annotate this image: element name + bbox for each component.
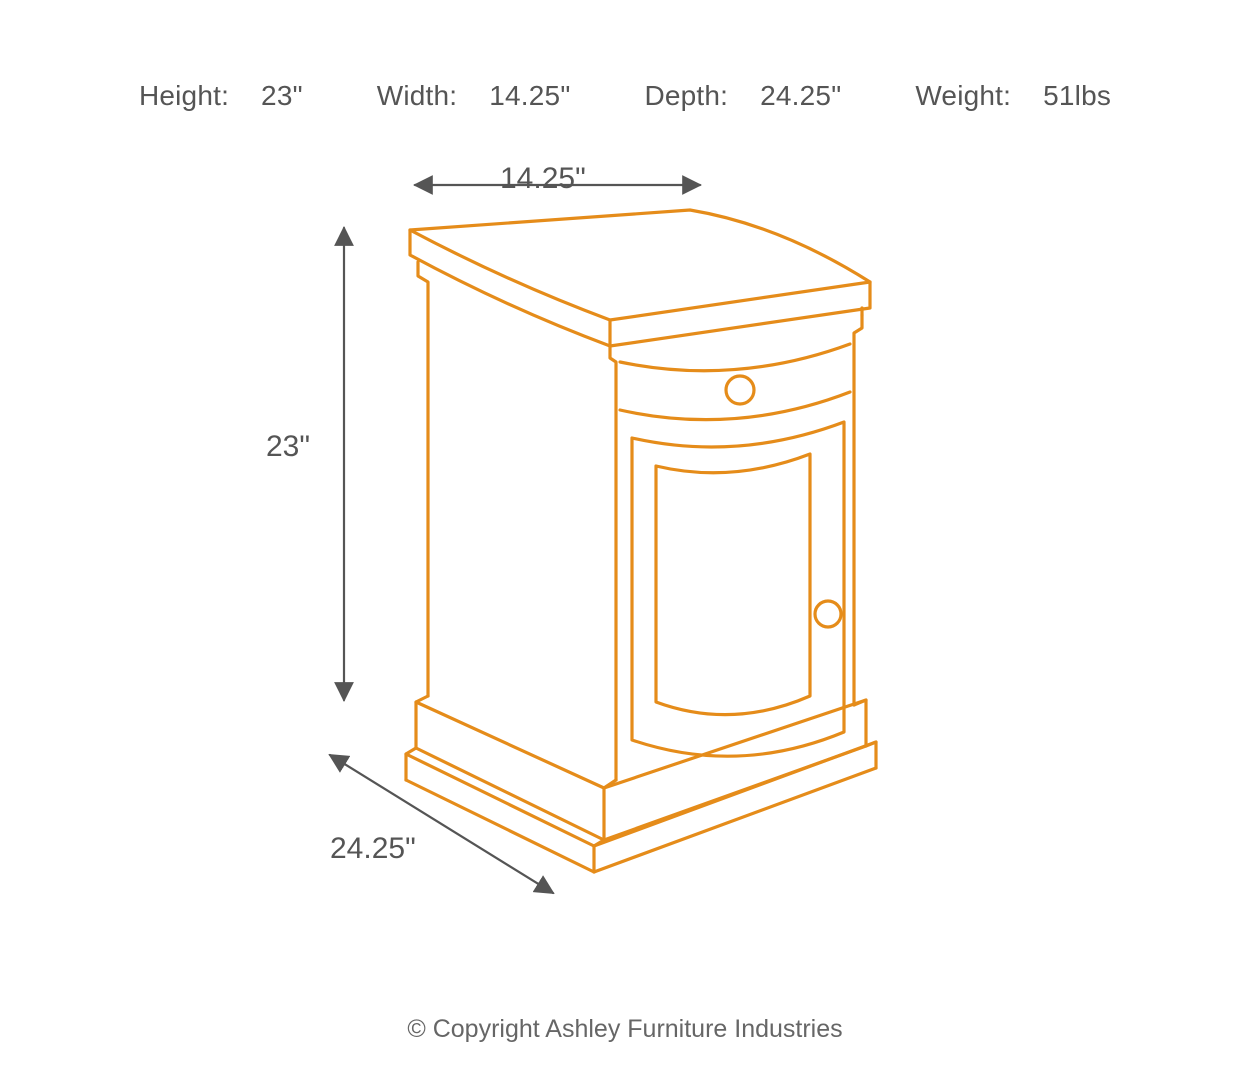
page: Height: 23" Width: 14.25" Depth: 24.25" …	[0, 0, 1250, 1080]
drawing-svg	[260, 140, 990, 930]
spec-weight-label: Weight:	[915, 80, 1011, 111]
spec-row: Height: 23" Width: 14.25" Depth: 24.25" …	[0, 80, 1250, 112]
depth-callout: 24.25"	[330, 832, 416, 866]
height-callout: 23"	[266, 430, 310, 464]
spec-width-label: Width:	[377, 80, 458, 111]
copyright: © Copyright Ashley Furniture Industries	[0, 1015, 1250, 1044]
furniture-drawing: 14.25" 23" 24.25"	[260, 140, 990, 930]
spec-width-value: 14.25"	[489, 80, 570, 111]
spec-height-label: Height:	[139, 80, 229, 111]
width-callout: 14.25"	[500, 162, 586, 196]
spec-depth-label: Depth:	[644, 80, 728, 111]
spec-height-value: 23"	[261, 80, 303, 111]
spec-weight-value: 51lbs	[1043, 80, 1111, 111]
spec-depth-value: 24.25"	[760, 80, 841, 111]
